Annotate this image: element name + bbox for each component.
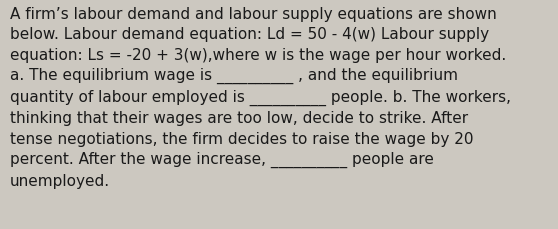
Text: A firm’s labour demand and labour supply equations are shown
below. Labour deman: A firm’s labour demand and labour supply… — [10, 7, 511, 188]
